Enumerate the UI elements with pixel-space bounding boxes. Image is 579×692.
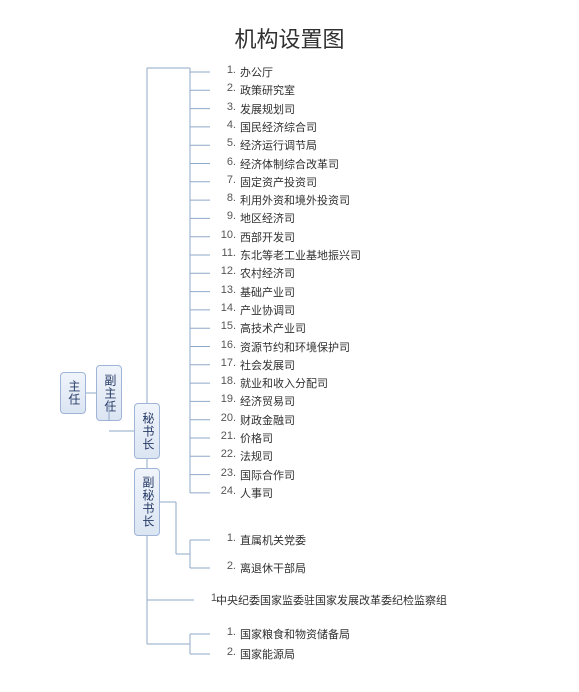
- leaf-number: 22.: [212, 448, 236, 460]
- leaf-number: 15.: [212, 320, 236, 332]
- leaf-number: 7.: [212, 174, 236, 186]
- leaf-number: 17.: [212, 357, 236, 369]
- leaf-label: 国民经济综合司: [240, 119, 317, 135]
- leaf-label: 办公厅: [240, 64, 273, 80]
- leaf-label: 法规司: [240, 448, 273, 464]
- leaf-number: 1.: [212, 532, 236, 544]
- leaf-label: 经济贸易司: [240, 393, 295, 409]
- leaf-label: 农村经济司: [240, 265, 295, 281]
- leaf-number: 23.: [212, 467, 236, 479]
- leaf-label: 政策研究室: [240, 82, 295, 98]
- leaf-label: 人事司: [240, 485, 273, 501]
- leaf-number: 16.: [212, 339, 236, 351]
- leaf-number: 13.: [212, 284, 236, 296]
- leaf-number: 1.: [212, 626, 236, 638]
- leaf-label: 利用外资和境外投资司: [240, 192, 350, 208]
- leaf-label: 社会发展司: [240, 357, 295, 373]
- leaf-number: 2.: [212, 560, 236, 572]
- leaf-label: 产业协调司: [240, 302, 295, 318]
- leaf-number: 2.: [212, 646, 236, 658]
- leaf-label: 资源节约和环境保护司: [240, 339, 350, 355]
- leaf-label: 国家粮食和物资储备局: [240, 626, 350, 642]
- leaf-number: 5.: [212, 137, 236, 149]
- leaf-label: 经济体制综合改革司: [240, 156, 339, 172]
- leaf-number: 3.: [212, 101, 236, 113]
- leaf-label: 西部开发司: [240, 229, 295, 245]
- leaf-label: 地区经济司: [240, 210, 295, 226]
- leaf-number: 24.: [212, 485, 236, 497]
- leaf-label: 基础产业司: [240, 284, 295, 300]
- leaf-number: 8.: [212, 192, 236, 204]
- leaf-number: 11.: [212, 247, 236, 259]
- leaf-label: 经济运行调节局: [240, 137, 317, 153]
- org-chart: 机构设置图 主任副主任秘书长副秘书长 1.办公厅2.政策研究室3.发展规划司4.…: [0, 0, 579, 692]
- leaf-label: 国际合作司: [240, 467, 295, 483]
- leaf-label: 就业和收入分配司: [240, 375, 328, 391]
- leaf-label: 价格司: [240, 430, 273, 446]
- leaf-number: 19.: [212, 393, 236, 405]
- leaf-number: 20.: [212, 412, 236, 424]
- leaf-number: 9.: [212, 210, 236, 222]
- leaf-label: 国家能源局: [240, 646, 295, 662]
- leaf-label: 东北等老工业基地振兴司: [240, 247, 361, 263]
- leaf-label: 财政金融司: [240, 412, 295, 428]
- leaf-label: 高技术产业司: [240, 320, 306, 336]
- leaf-number: 6.: [212, 156, 236, 168]
- leaf-number: 2.: [212, 82, 236, 94]
- leaf-number: 18.: [212, 375, 236, 387]
- leaf-number: 14.: [212, 302, 236, 314]
- leaf-number: 12.: [212, 265, 236, 277]
- leaf-label: 离退休干部局: [240, 560, 306, 576]
- leaf-number: 1.: [212, 64, 236, 76]
- leaf-label: 直属机关党委: [240, 532, 306, 548]
- leaf-label: 固定资产投资司: [240, 174, 317, 190]
- leaf-number: 10.: [212, 229, 236, 241]
- leaf-label: 中央纪委国家监委驻国家发展改革委纪检监察组: [216, 592, 447, 608]
- leaf-label: 发展规划司: [240, 101, 295, 117]
- leaf-number: 21.: [212, 430, 236, 442]
- leaf-number: 4.: [212, 119, 236, 131]
